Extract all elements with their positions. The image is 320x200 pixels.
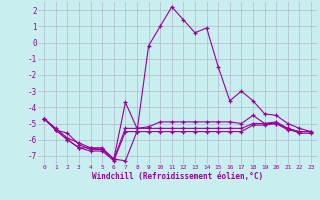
X-axis label: Windchill (Refroidissement éolien,°C): Windchill (Refroidissement éolien,°C) bbox=[92, 172, 263, 181]
